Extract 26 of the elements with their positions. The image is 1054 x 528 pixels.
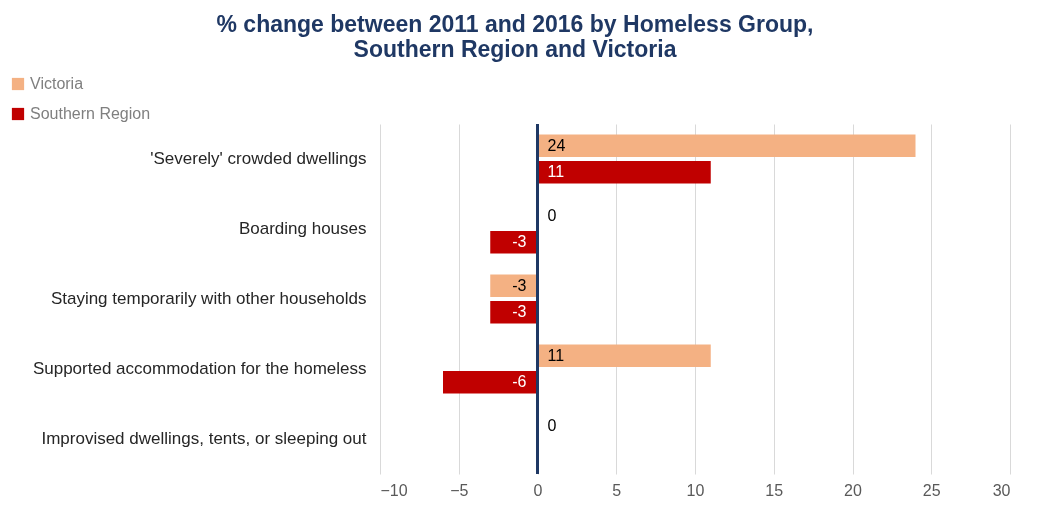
- y-tick-label: Supported accommodation for the homeless: [32, 359, 367, 378]
- x-tick-label: 10: [686, 481, 705, 499]
- data-label: -3: [512, 233, 527, 251]
- x-tick-label: −5: [450, 481, 469, 499]
- x-tick-label: 15: [765, 481, 784, 499]
- x-tick-label: 0: [533, 481, 543, 499]
- data-label: 11: [547, 163, 565, 181]
- chart-title: % change between 2011 and 2016 by Homeless Group, Southern Region and Victoria: [216, 11, 814, 62]
- legend-label: Southern Region: [30, 105, 151, 122]
- y-tick-label: Staying temporarily with other households: [50, 289, 367, 308]
- y-tick-label: Improvised dwellings, tents, or sleeping out: [41, 429, 367, 448]
- data-label: 11: [547, 346, 565, 364]
- legend-label: Victoria: [30, 75, 84, 92]
- data-label: -3: [512, 303, 527, 321]
- data-label: 0: [547, 206, 557, 224]
- x-tick-label: 25: [922, 481, 941, 499]
- data-label: 0: [547, 416, 557, 434]
- y-tick-label: 'Severely' crowded dwellings: [150, 149, 367, 168]
- x-tick-label: 30: [992, 481, 1011, 499]
- y-tick-label: Boarding houses: [238, 219, 367, 238]
- x-tick-label: 5: [612, 481, 622, 499]
- data-label: -3: [512, 276, 527, 294]
- x-tick-label: 20: [844, 481, 862, 499]
- data-label: 24: [547, 136, 566, 154]
- x-tick-label: −10: [380, 481, 408, 499]
- data-label: -6: [512, 373, 527, 391]
